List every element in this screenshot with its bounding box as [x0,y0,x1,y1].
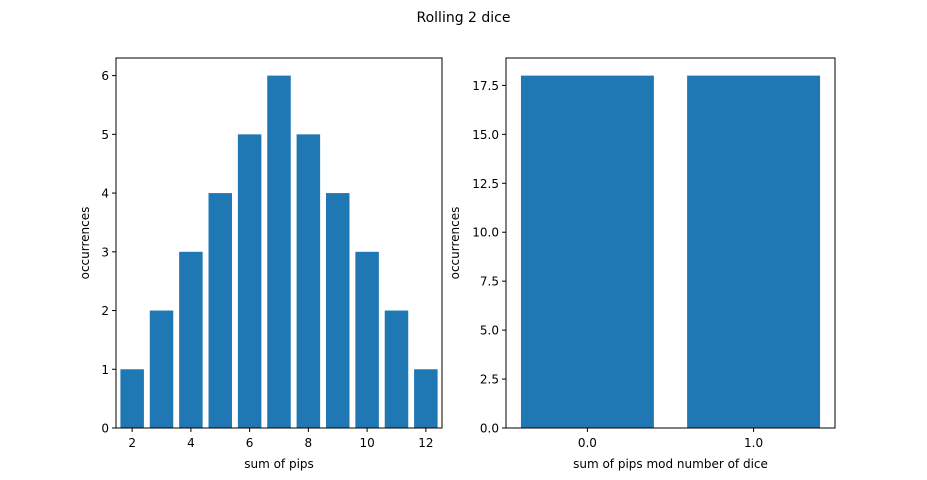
y-tick-label: 15.0 [472,128,499,142]
right-chart: 0.0 1.0 0.0 2.5 5.0 7.5 10.0 12.5 15.0 17.5 sum of… [448,57,836,471]
x-tick-label: 2 [128,436,136,450]
x-axis-label: sum of pips mod number of dice [573,457,768,471]
y-axis-label: occurrences [78,207,92,280]
y-tick-label: 3 [101,245,109,259]
y-tick-label: 1 [101,363,109,377]
bar [149,310,174,428]
axes-frame [505,57,836,429]
y-tick-label: 5 [101,128,109,142]
bar [237,134,262,428]
bar [120,369,144,428]
x-tick-label: 1.0 [744,436,763,450]
y-tick-label: 4 [101,187,109,201]
x-tick-label: 6 [246,436,254,450]
bar [267,75,291,429]
y-tick-label: 17.5 [472,79,499,93]
y-tick-label: 5.0 [480,324,499,338]
y-tick-label: 0 [101,422,109,436]
x-axis-label: sum of pips [244,457,314,471]
y-tick-label: 0.0 [480,422,499,436]
bar [520,75,654,429]
y-tick-label: 2.5 [480,373,499,387]
bar [355,251,379,428]
x-tick-label: 0.0 [578,436,597,450]
axes-frame [115,57,443,429]
y-tick-label: 2 [101,304,109,318]
x-tick-label: 12 [418,436,433,450]
y-tick-label: 6 [101,69,109,83]
bar [325,193,350,428]
bar [687,75,821,429]
bar [208,193,233,428]
bar [414,369,438,428]
x-tick-label: 8 [305,436,313,450]
y-tick-label: 12.5 [472,177,499,191]
bar [384,310,409,428]
bar [179,251,203,428]
y-tick-label: 10.0 [472,226,499,240]
y-axis-label: occurrences [448,207,462,280]
x-tick-label: 4 [187,436,195,450]
x-tick-label: 10 [359,436,374,450]
bar [296,134,321,428]
figure-title: Rolling 2 dice [417,10,511,26]
y-tick-label: 7.5 [480,275,499,289]
